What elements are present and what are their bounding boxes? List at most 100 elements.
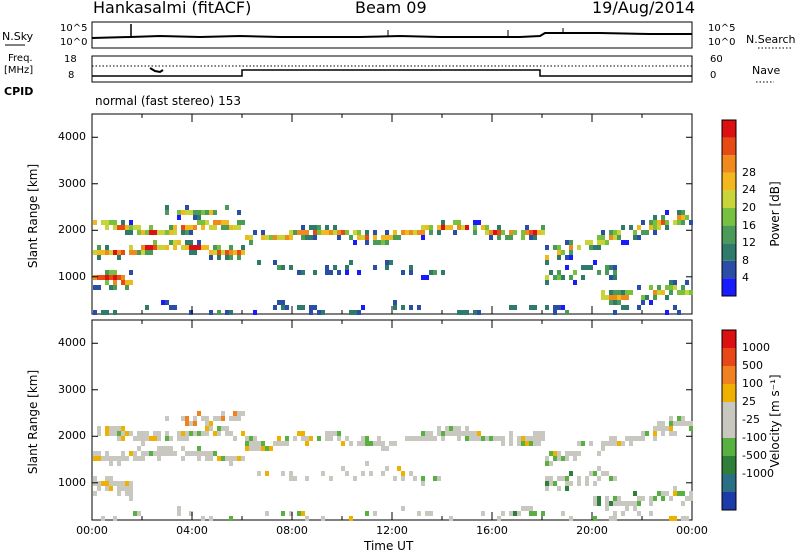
- power-cell: [273, 260, 277, 265]
- velocity-cell: [305, 436, 309, 441]
- power-cell: [225, 310, 229, 315]
- velocity-cell: [633, 436, 637, 441]
- power-cell: [301, 270, 305, 275]
- velocity-cell: [549, 451, 553, 456]
- power-cell: [585, 265, 589, 270]
- velocity-cell: [497, 436, 501, 441]
- power-cell: [609, 295, 613, 300]
- velocity-cell: [561, 456, 565, 461]
- power-cell: [365, 235, 369, 240]
- velocity-cell: [549, 481, 553, 486]
- velocity-cell: [493, 436, 497, 441]
- velocity-cell: [173, 451, 177, 456]
- velocity-cell: [253, 446, 257, 451]
- power-cell: [185, 230, 189, 235]
- power-cell: [473, 230, 477, 235]
- velocity-cell: [613, 516, 617, 521]
- velocity-cell: [577, 441, 581, 446]
- beam-title: Beam 09: [355, 0, 427, 17]
- x-tick-label: 12:00: [376, 524, 408, 537]
- power-cell: [441, 220, 445, 225]
- velocity-cell: [265, 511, 269, 516]
- velocity-cell: [429, 436, 433, 441]
- power-cell: [265, 235, 269, 240]
- power-cell: [525, 225, 529, 230]
- velocity-cell: [577, 476, 581, 481]
- velocity-cell: [465, 431, 469, 436]
- power-cell: [313, 230, 317, 235]
- power-cell: [233, 225, 237, 230]
- velocity-cell: [541, 436, 545, 441]
- power-cell: [613, 295, 617, 300]
- velocity-colorbar-frame: [721, 329, 737, 511]
- velocity-colorbar-swatch: [722, 330, 736, 348]
- power-cell: [137, 230, 141, 235]
- power-cell: [197, 245, 201, 250]
- power-cell: [677, 310, 681, 315]
- velocity-cell: [629, 441, 633, 446]
- power-cell: [477, 310, 481, 315]
- power-cell: [669, 290, 673, 295]
- velocity-cell: [657, 421, 661, 426]
- power-cell: [309, 225, 313, 230]
- power-cell: [545, 245, 549, 250]
- power-cell: [133, 250, 137, 255]
- velocity-cell: [309, 436, 313, 441]
- y-tick-label: 4000: [58, 336, 86, 350]
- power-cell: [461, 310, 465, 315]
- velocity-cell: [381, 446, 385, 451]
- velocity-cell: [189, 431, 193, 436]
- power-cell: [645, 230, 649, 235]
- velocity-cell: [157, 456, 161, 461]
- velocity-cell: [93, 451, 97, 456]
- power-cell: [193, 245, 197, 250]
- power-cell: [609, 275, 613, 280]
- power-cell: [605, 295, 609, 300]
- power-cell: [325, 270, 329, 275]
- velocity-cell: [177, 436, 181, 441]
- power-cell: [117, 225, 121, 230]
- power-cell: [317, 230, 321, 235]
- y-tick-label: 3000: [58, 382, 86, 396]
- power-cell: [205, 210, 209, 215]
- velocity-cell: [465, 436, 469, 441]
- power-cell: [561, 250, 565, 255]
- velocity-cell: [613, 476, 617, 481]
- power-cell: [537, 230, 541, 235]
- power-cell: [133, 225, 137, 230]
- velocity-cell: [533, 436, 537, 441]
- power-cell: [349, 235, 353, 240]
- velocity-ylabel: Slant Range [km]: [26, 369, 40, 475]
- velocity-cell: [165, 431, 169, 436]
- velocity-cell: [421, 431, 425, 436]
- velocity-cell: [141, 456, 145, 461]
- power-cell: [101, 250, 105, 255]
- power-cell: [381, 240, 385, 245]
- velocity-cell: [381, 471, 385, 476]
- velocity-cell: [185, 421, 189, 426]
- x-tick-label: 04:00: [176, 524, 208, 537]
- velocity-cell: [657, 426, 661, 431]
- power-cell: [313, 270, 317, 275]
- power-cell: [313, 225, 317, 230]
- velocity-cell: [129, 451, 133, 456]
- velocity-cell: [117, 491, 121, 496]
- velocity-cell: [101, 481, 105, 486]
- velocity-cell: [233, 456, 237, 461]
- velocity-cell: [121, 451, 125, 456]
- velocity-cell: [609, 516, 613, 521]
- power-cell: [641, 220, 645, 225]
- power-cell: [149, 225, 153, 230]
- power-cell: [181, 210, 185, 215]
- power-cell: [305, 235, 309, 240]
- power-cell: [657, 285, 661, 290]
- power-colorbar-tick: 20: [742, 201, 756, 214]
- velocity-cell: [557, 476, 561, 481]
- velocity-cell: [437, 476, 441, 481]
- velocity-cell: [221, 411, 225, 416]
- power-cell: [533, 230, 537, 235]
- power-cell: [481, 225, 485, 230]
- power-cell: [273, 235, 277, 240]
- power-cell: [117, 255, 121, 260]
- velocity-cell: [205, 456, 209, 461]
